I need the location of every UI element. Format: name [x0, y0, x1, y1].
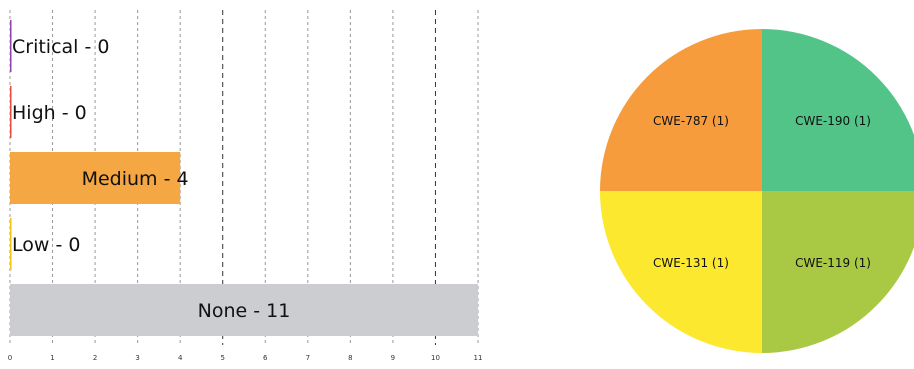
bar-none [10, 284, 478, 336]
x-tick-label-3: 3 [135, 354, 139, 362]
bar-chart-bars [10, 20, 478, 336]
pie-slice-cwe-787 [600, 29, 762, 191]
bar-label-medium: Medium - 4 [82, 168, 189, 190]
bar-label-critical: Critical - 0 [12, 36, 109, 58]
bar-low [10, 218, 12, 270]
pie-slice-cwe-131 [600, 191, 762, 353]
x-tick-label-10: 10 [431, 354, 440, 362]
bar-chart-labels: Critical - 0 High - 0 Medium - 4 Low - 0 Non… [12, 36, 290, 322]
pie-slice-cwe-119 [762, 191, 914, 353]
severity-bar-chart: Critical - 0 High - 0 Medium - 4 Low - 0 Non… [8, 10, 483, 362]
pie-slice-cwe-190 [762, 29, 914, 191]
bar-medium [10, 152, 181, 204]
cwe-pie-chart: CWE-190 (1) CWE-119 (1) CWE-131 (1) CWE-787… [600, 29, 914, 353]
pie-chart-labels: CWE-190 (1) CWE-119 (1) CWE-131 (1) CWE-787… [653, 114, 871, 270]
x-tick-label-0: 0 [8, 354, 12, 362]
bar-label-low: Low - 0 [12, 234, 80, 256]
pie-chart-slices [600, 29, 914, 353]
pie-label-cwe-190: CWE-190 (1) [795, 114, 871, 128]
x-tick-label-9: 9 [391, 354, 395, 362]
x-tick-label-11: 11 [474, 354, 483, 362]
x-tick-label-8: 8 [348, 354, 352, 362]
bar-label-none: None - 11 [198, 300, 291, 322]
bar-label-high: High - 0 [12, 102, 87, 124]
x-tick-label-4: 4 [178, 354, 183, 362]
pie-label-cwe-787: CWE-787 (1) [653, 114, 729, 128]
bar-critical [10, 20, 12, 72]
x-tick-label-6: 6 [263, 354, 268, 362]
x-tick-label-7: 7 [306, 354, 310, 362]
x-tick-label-2: 2 [93, 354, 97, 362]
x-tick-label-1: 1 [50, 354, 54, 362]
bar-high [10, 86, 12, 138]
bar-chart-x-ticks: 0 1 2 3 4 5 6 7 8 9 10 11 [8, 354, 483, 362]
pie-label-cwe-119: CWE-119 (1) [795, 256, 871, 270]
x-tick-label-5: 5 [220, 354, 224, 362]
pie-label-cwe-131: CWE-131 (1) [653, 256, 729, 270]
